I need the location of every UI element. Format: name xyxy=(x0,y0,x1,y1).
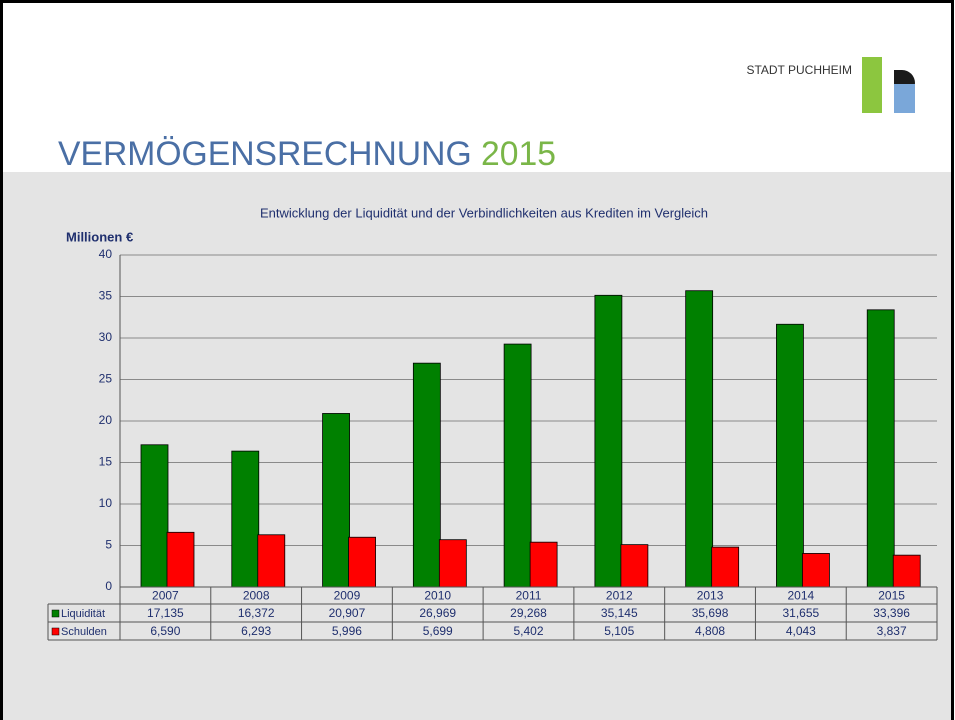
data-label: 33,396 xyxy=(873,606,910,620)
y-tick-label: 10 xyxy=(99,496,113,510)
bar xyxy=(348,536,376,588)
y-axis-label: Millionen € xyxy=(66,229,133,244)
data-label: 6,293 xyxy=(241,624,271,638)
bar xyxy=(322,413,350,588)
bar xyxy=(166,531,195,588)
bar xyxy=(257,534,286,588)
data-label: 20,907 xyxy=(329,606,366,620)
data-label: 16,372 xyxy=(238,606,275,620)
data-label: 26,969 xyxy=(419,606,456,620)
x-tick-label: 2007 xyxy=(152,589,179,603)
y-tick-label: 30 xyxy=(99,330,113,344)
data-label: 5,105 xyxy=(604,624,634,638)
bar xyxy=(892,554,921,588)
data-label: 4,808 xyxy=(695,624,725,638)
data-label: 4,043 xyxy=(786,624,816,638)
data-label: 5,699 xyxy=(423,624,453,638)
bar xyxy=(503,343,532,588)
bar xyxy=(866,309,895,588)
bar xyxy=(776,323,804,588)
y-tick-label: 0 xyxy=(105,579,112,593)
data-label: 31,655 xyxy=(782,606,819,620)
y-tick-label: 5 xyxy=(105,538,112,552)
data-label: 6,590 xyxy=(150,624,180,638)
data-label: 5,402 xyxy=(513,624,543,638)
bar xyxy=(711,546,740,588)
data-label: 29,268 xyxy=(510,606,547,620)
bar xyxy=(529,541,558,588)
logo-green xyxy=(862,57,882,113)
data-label: 3,837 xyxy=(877,624,907,638)
y-tick-label: 15 xyxy=(99,455,113,469)
y-tick-label: 20 xyxy=(99,413,113,427)
x-tick-label: 2009 xyxy=(334,589,361,603)
x-tick-label: 2013 xyxy=(697,589,724,603)
bar xyxy=(438,539,467,588)
bar xyxy=(140,444,169,588)
organization: STADT PUCHHEIM xyxy=(746,63,852,77)
bar xyxy=(802,553,830,588)
title-main: VERMÖGENSRECHNUNG xyxy=(58,135,472,173)
x-tick-label: 2012 xyxy=(606,589,633,603)
legend-label: Liquidität xyxy=(61,608,105,620)
slide-title: VERMÖGENSRECHNUNG 2015 xyxy=(58,135,556,173)
x-tick-label: 2014 xyxy=(787,589,814,603)
data-label: 35,145 xyxy=(601,606,638,620)
y-tick-label: 40 xyxy=(99,247,113,261)
title-year: 2015 xyxy=(481,135,556,173)
data-label: 5,996 xyxy=(332,624,362,638)
bar xyxy=(620,544,649,588)
y-tick-label: 25 xyxy=(99,372,113,386)
x-tick-label: 2015 xyxy=(878,589,905,603)
bar xyxy=(412,362,441,588)
y-tick-label: 35 xyxy=(99,289,113,303)
bar xyxy=(594,294,623,588)
x-tick-label: 2010 xyxy=(424,589,451,603)
x-tick-label: 2008 xyxy=(243,589,270,603)
legend-swatch xyxy=(51,609,60,618)
bar xyxy=(231,450,260,588)
x-tick-label: 2011 xyxy=(516,589,542,603)
legend-label: Schulden xyxy=(61,626,107,638)
data-label: 35,698 xyxy=(692,606,729,620)
logo-blue xyxy=(894,84,915,113)
data-label: 17,135 xyxy=(147,606,184,620)
chart-title: Entwicklung der Liquidität und der Verbi… xyxy=(260,205,708,220)
bar xyxy=(685,290,714,588)
legend-swatch xyxy=(51,627,60,636)
